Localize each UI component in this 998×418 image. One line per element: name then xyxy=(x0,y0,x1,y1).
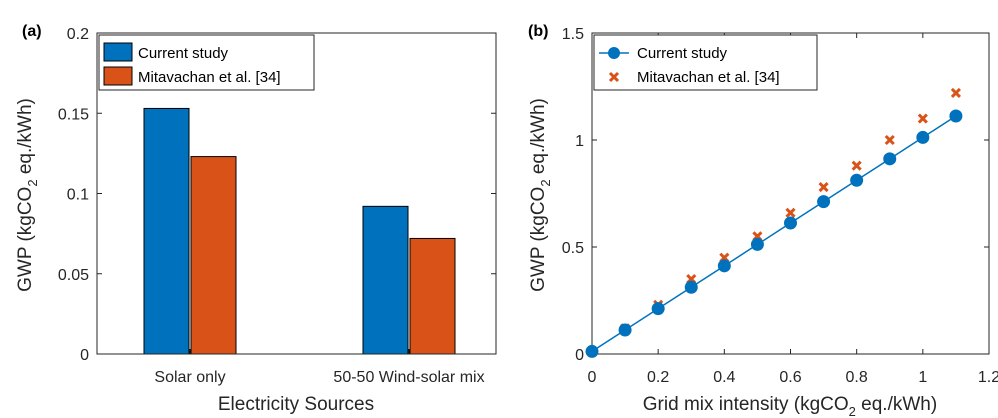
panel-a-bars xyxy=(143,107,456,355)
b-xtick-label-6: 1.2 xyxy=(978,369,998,386)
point-current-9 xyxy=(883,152,897,166)
panel-b-legend-marker-mitavachan xyxy=(608,71,620,83)
b-xtick-label-0: 0 xyxy=(588,369,597,386)
panel-b-legend-label-current: Current study xyxy=(637,45,728,62)
a-ytick-label-0: 0 xyxy=(80,347,89,364)
point-mitavachan-9 xyxy=(884,134,895,146)
bar-current-0 xyxy=(143,107,190,355)
point-current-5 xyxy=(750,237,764,251)
panel-b-x-axis-label: Grid mix intensity (kgCO2 eq./kWh) xyxy=(643,394,937,418)
bar-mitavachan-1 xyxy=(409,237,456,355)
a-ytick-label-3: 0.15 xyxy=(58,106,89,123)
panel-a-legend-box xyxy=(98,34,315,91)
point-current-6 xyxy=(784,216,797,230)
bar-mitavachan-0 xyxy=(190,156,237,355)
panel-a-legend: Current study Mitavachan et al. [34] xyxy=(98,34,315,91)
point-current-7 xyxy=(817,195,831,209)
panel-a-y-ticks: 0 0.05 0.1 0.15 0.2 xyxy=(58,26,496,364)
panel-a-legend-swatch-current xyxy=(103,42,133,62)
panel-b-x-ticks: 0 0.2 0.4 0.6 0.8 1 1.2 xyxy=(588,33,998,386)
series-current-line xyxy=(591,115,957,353)
b-xtick-label-3: 0.6 xyxy=(779,369,801,386)
point-mitavachan-10-stroke-b xyxy=(917,113,928,124)
b-ytick-label-3: 1.5 xyxy=(562,26,584,43)
point-mitavachan-7 xyxy=(818,182,829,193)
point-mitavachan-10 xyxy=(917,113,928,124)
b-xtick-label-2: 0.4 xyxy=(713,369,735,386)
panel-b-label: (b) xyxy=(528,23,548,40)
point-current-4 xyxy=(717,259,731,273)
point-mitavachan-11-stroke-b xyxy=(950,87,961,98)
point-mitavachan-7-stroke-b xyxy=(818,182,829,193)
panel-b-y-axis-label: GWP (kgCO2 eq./kWh) xyxy=(528,98,553,292)
legend-x-marker-stroke-b xyxy=(608,71,620,83)
bar-current-1 xyxy=(362,205,409,355)
point-current-0 xyxy=(585,344,599,358)
b-ytick-label-2: 1 xyxy=(575,133,584,150)
a-xtick-label-1: 50-50 Wind-solar mix xyxy=(333,369,484,386)
panel-b: (b) 0 0.5 1 1.5 0 0.2 0.4 0.6 0.8 1 1.2 Grid mix … xyxy=(528,23,998,418)
panel-a-legend-label-mitavachan: Mitavachan et al. [34] xyxy=(138,69,281,86)
panel-b-legend: Current study Mitavachan et al. [34] xyxy=(593,34,818,91)
panel-b-y-ticks: 0 0.5 1 1.5 xyxy=(562,26,989,364)
panel-a-x-ticks: Solar only 50-50 Wind-solar mix xyxy=(154,349,485,386)
panel-b-legend-label-mitavachan: Mitavachan et al. [34] xyxy=(637,69,780,86)
panel-a-label: (a) xyxy=(22,23,42,40)
point-current-3 xyxy=(684,280,698,294)
b-xtick-label-4: 0.8 xyxy=(846,369,868,386)
b-xtick-label-5: 1 xyxy=(918,369,927,386)
panel-a-x-axis-label: Electricity Sources xyxy=(218,394,374,415)
point-mitavachan-9-stroke-b xyxy=(884,134,895,146)
panel-b-legend-marker-current xyxy=(608,47,620,59)
panel-b-series xyxy=(585,87,963,358)
panel-a-legend-swatch-mitavachan xyxy=(103,66,133,86)
a-ytick-label-1: 0.05 xyxy=(58,267,89,284)
panel-b-legend-box xyxy=(593,34,818,91)
point-current-8 xyxy=(850,173,864,187)
point-current-10 xyxy=(916,130,930,144)
b-ytick-label-1: 0.5 xyxy=(562,240,584,257)
point-current-11 xyxy=(949,109,963,123)
a-ytick-label-4: 0.2 xyxy=(67,26,89,43)
point-current-2 xyxy=(651,302,665,316)
a-xtick-label-0: Solar only xyxy=(154,369,225,386)
point-mitavachan-6-stroke-b xyxy=(785,207,796,218)
a-ytick-label-2: 0.1 xyxy=(67,187,89,204)
panel-a-legend-label-current: Current study xyxy=(138,45,229,62)
point-mitavachan-8-stroke-b xyxy=(851,160,862,171)
panel-a-y-axis-label: GWP (kgCO2 eq./kWh) xyxy=(15,98,40,292)
point-mitavachan-8 xyxy=(851,160,862,171)
point-current-1 xyxy=(618,323,632,337)
point-mitavachan-6 xyxy=(785,207,796,218)
b-ytick-label-0: 0 xyxy=(575,347,584,364)
point-mitavachan-11 xyxy=(950,87,961,98)
legend-x-marker xyxy=(608,71,620,83)
b-xtick-label-1: 0.2 xyxy=(647,369,669,386)
panel-a: (a) 0 0.05 0.1 0.15 0.2 Solar only 50-50 Wind… xyxy=(15,23,497,415)
